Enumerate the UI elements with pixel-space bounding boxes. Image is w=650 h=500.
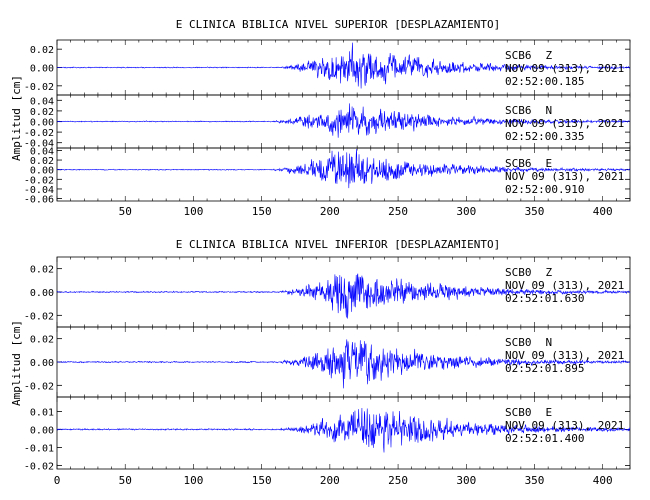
- y-tick-label: -0.04: [24, 185, 54, 196]
- x-tick-label: 100: [183, 205, 203, 218]
- y-tick-label: -0.01: [24, 443, 54, 454]
- y-tick-label: 0.00: [30, 166, 54, 177]
- y-tick-label: 0.02: [30, 45, 54, 56]
- channel-date: NOV 09 (313), 2021: [505, 170, 624, 183]
- y-tick-label: -0.04: [24, 139, 54, 150]
- component-code: Z: [546, 266, 553, 279]
- channel-date: NOV 09 (313), 2021: [505, 279, 624, 292]
- figure-superior: E CLINICA BIBLICA NIVEL SUPERIOR [DESPLA…: [10, 18, 631, 218]
- channel-date: NOV 09 (313), 2021: [505, 419, 624, 432]
- y-tick-label: 0.02: [30, 265, 54, 276]
- y-tick-label: -0.02: [24, 82, 54, 93]
- component-code: E: [546, 157, 553, 170]
- y-tick-label: 0.04: [30, 146, 54, 157]
- component-code: N: [546, 336, 553, 349]
- y-tick-label: 0.00: [30, 425, 54, 436]
- station-code: SCB6: [505, 49, 532, 62]
- channel-label: SCB0 N: [505, 336, 552, 349]
- y-tick-label: -0.06: [24, 195, 54, 206]
- y-tick-label: -0.02: [24, 311, 54, 322]
- station-code: SCB0: [505, 406, 532, 419]
- y-tick-label: 0.02: [30, 335, 54, 346]
- channel-time: 02:52:01.630: [505, 292, 584, 305]
- x-tick-label: 250: [388, 474, 408, 487]
- station-code: SCB0: [505, 266, 532, 279]
- channel-time: 02:52:00.185: [505, 75, 584, 88]
- seismogram-trace: [56, 339, 631, 389]
- y-tick-label: 0.00: [30, 358, 54, 369]
- component-code: Z: [546, 49, 553, 62]
- component-code: N: [546, 104, 553, 117]
- x-tick-label: 50: [119, 205, 132, 218]
- seismogram-trace: [56, 149, 631, 189]
- channel-date: NOV 09 (313), 2021: [505, 117, 624, 130]
- station-code: SCB0: [505, 336, 532, 349]
- figure-inferior: E CLINICA BIBLICA NIVEL INFERIOR [DESPLA…: [10, 238, 631, 487]
- x-tick-label: 350: [525, 474, 545, 487]
- station-code: SCB6: [505, 104, 532, 117]
- channel-label: SCB6 E: [505, 157, 552, 170]
- x-tick-label: 50: [119, 474, 132, 487]
- x-tick-label: 100: [183, 474, 203, 487]
- y-tick-label: 0.04: [30, 96, 54, 107]
- y-tick-label: 0.00: [30, 288, 54, 299]
- channel-label: SCB0 Z: [505, 266, 553, 279]
- y-tick-label: 0.00: [30, 64, 54, 75]
- x-tick-label: 250: [388, 205, 408, 218]
- y-tick-label: -0.02: [24, 128, 54, 139]
- y-tick-label: -0.02: [24, 461, 54, 472]
- y-tick-label: 0.00: [30, 118, 54, 129]
- x-tick-label: 400: [593, 474, 613, 487]
- channel-time: 02:52:00.910: [505, 183, 584, 196]
- channel-time: 02:52:00.335: [505, 130, 584, 143]
- component-code: E: [546, 406, 553, 419]
- channel-label: SCB0 E: [505, 406, 552, 419]
- x-tick-label: 150: [252, 205, 272, 218]
- x-tick-label: 300: [456, 205, 476, 218]
- channel-time: 02:52:01.895: [505, 362, 584, 375]
- x-tick-label: 150: [252, 474, 272, 487]
- x-tick-label: 400: [593, 205, 613, 218]
- x-tick-label: 0: [54, 474, 61, 487]
- x-tick-label: 350: [525, 205, 545, 218]
- channel-date: NOV 09 (313), 2021: [505, 349, 624, 362]
- y-tick-label: -0.02: [24, 175, 54, 186]
- y-axis-label: Amplitud [cm]: [10, 320, 23, 406]
- y-tick-label: -0.02: [24, 381, 54, 392]
- seismogram-trace: [56, 42, 631, 89]
- channel-time: 02:52:01.400: [505, 432, 584, 445]
- figure-title: E CLINICA BIBLICA NIVEL SUPERIOR [DESPLA…: [176, 18, 501, 31]
- x-tick-label: 300: [456, 474, 476, 487]
- seismogram-trace: [56, 273, 631, 319]
- x-tick-label: 200: [320, 205, 340, 218]
- channel-date: NOV 09 (313), 2021: [505, 62, 624, 75]
- channel-label: SCB6 Z: [505, 49, 553, 62]
- figure-title: E CLINICA BIBLICA NIVEL INFERIOR [DESPLA…: [176, 238, 501, 251]
- seismogram-trace: [56, 408, 631, 453]
- y-axis-label: Amplitud [cm]: [10, 75, 23, 161]
- y-tick-label: 0.01: [30, 407, 54, 418]
- y-tick-label: 0.02: [30, 107, 54, 118]
- x-tick-label: 200: [320, 474, 340, 487]
- channel-label: SCB6 N: [505, 104, 552, 117]
- y-tick-label: 0.02: [30, 156, 54, 167]
- seismogram-trace: [56, 103, 631, 138]
- station-code: SCB6: [505, 157, 532, 170]
